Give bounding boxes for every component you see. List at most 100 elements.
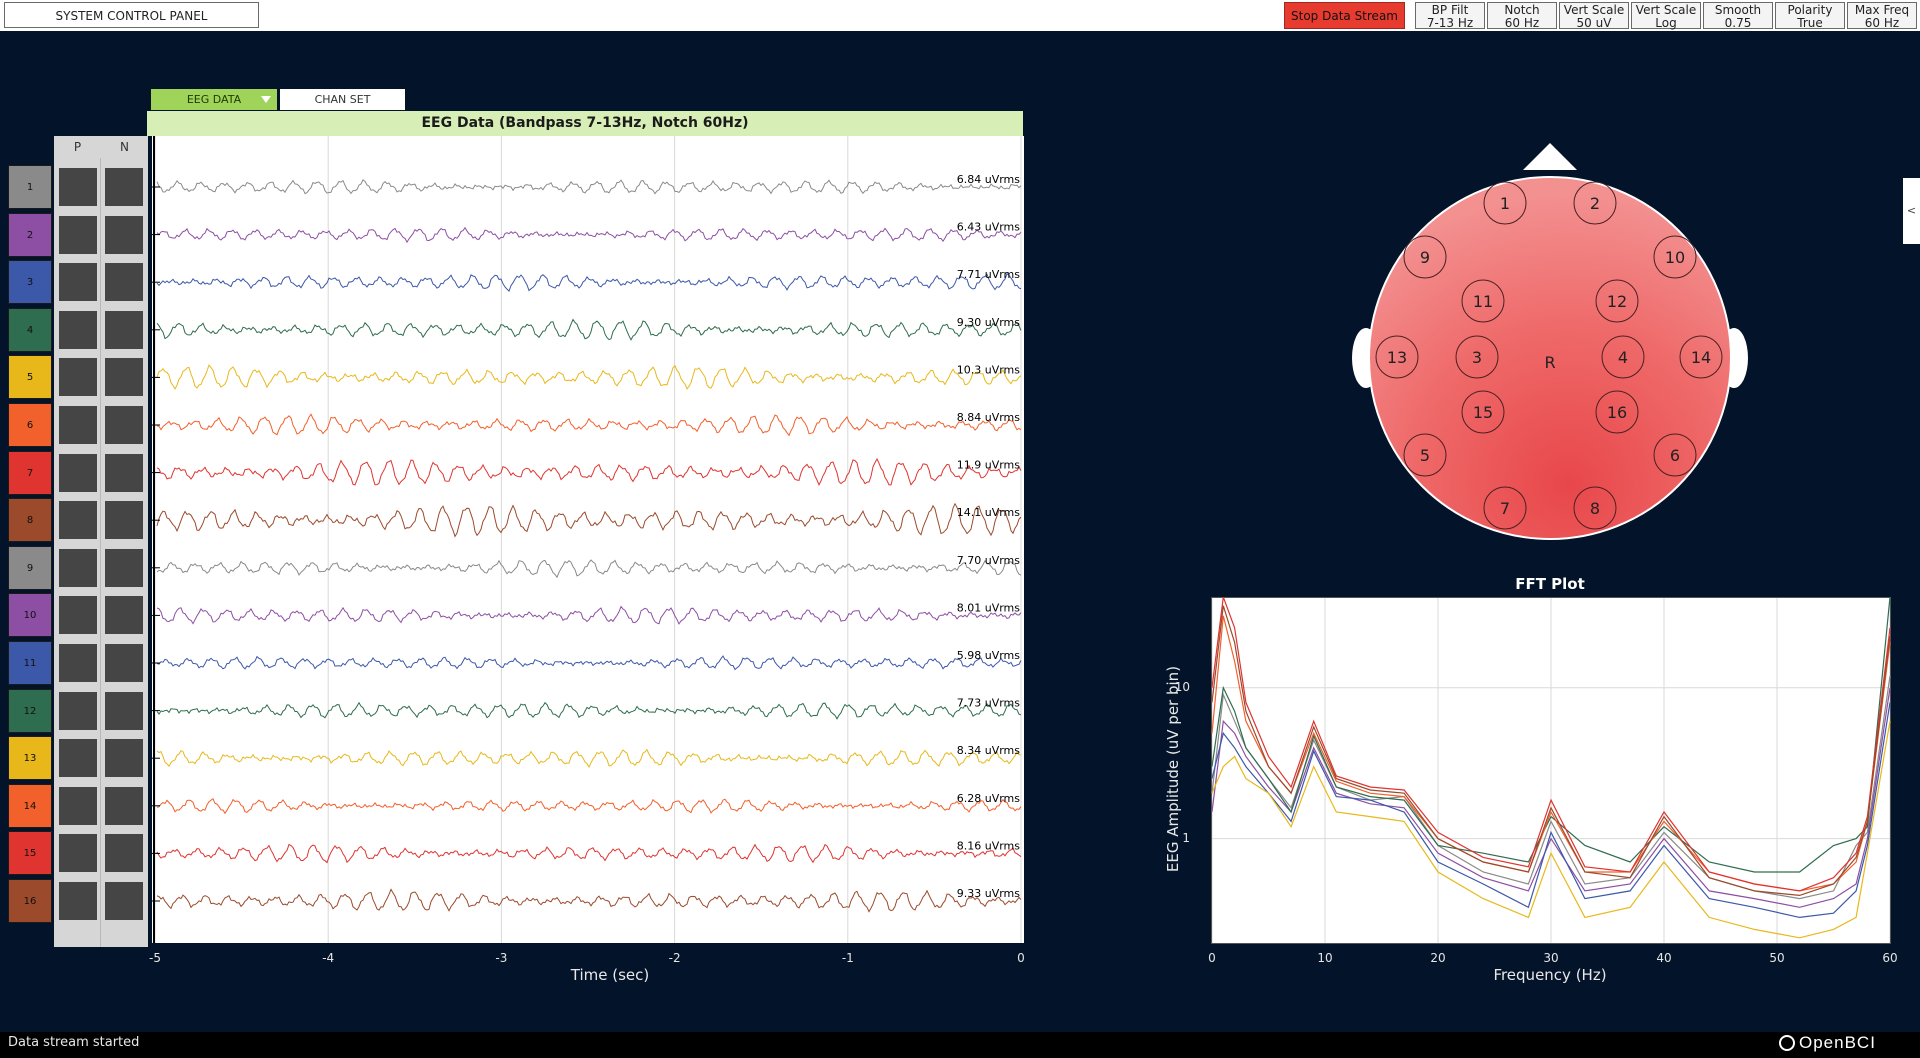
electrode-label-6: 6 [1670, 446, 1680, 465]
eeg-trace-2 [156, 226, 1022, 244]
fft-x-tick: 50 [1769, 951, 1785, 965]
channel-button-2[interactable]: 2 [8, 212, 52, 257]
n-toggle-9[interactable] [105, 548, 143, 587]
stop-data-stream-button[interactable]: Stop Data Stream [1284, 2, 1405, 29]
side-collapse-tab[interactable]: < [1903, 178, 1920, 244]
electrode-label-11: 11 [1473, 292, 1493, 311]
notch-button[interactable]: Notch 60 Hz [1487, 2, 1557, 30]
channel-button-14[interactable]: 14 [8, 783, 52, 828]
max-freq-value: 60 Hz [1864, 16, 1900, 30]
eeg-trace-1 [156, 179, 1022, 195]
p-toggle-13[interactable] [59, 739, 97, 778]
fft-y-axis-title: EEG Amplitude (uV per bin) [1164, 665, 1182, 873]
p-toggle-16[interactable] [59, 882, 97, 920]
eeg-trace-11 [156, 655, 1022, 671]
p-toggle-10[interactable] [59, 596, 97, 635]
p-toggle-8[interactable] [59, 501, 97, 540]
channel-button-6[interactable]: 6 [8, 403, 52, 447]
eeg-x-tick: -2 [668, 951, 681, 965]
electrode-16 [1595, 390, 1639, 434]
p-column-header: P [73, 140, 82, 154]
n-toggle-14[interactable] [105, 786, 143, 825]
max-freq-button[interactable]: Max Freq 60 Hz [1847, 2, 1917, 30]
fft-series-7 [1211, 605, 1891, 897]
bp-filter-button[interactable]: BP Filt 7-13 Hz [1415, 2, 1485, 30]
p-toggle-5[interactable] [59, 358, 97, 397]
vert-scale-log-button[interactable]: Vert Scale Log [1631, 2, 1701, 30]
electrode-label-10: 10 [1665, 248, 1685, 267]
vert-scale-log-value: Log [1655, 16, 1677, 30]
channel-button-12[interactable]: 12 [8, 688, 52, 733]
p-toggle-4[interactable] [59, 310, 97, 349]
p-toggle-9[interactable] [59, 548, 97, 587]
status-message: Data stream started [8, 1035, 140, 1050]
p-toggle-11[interactable] [59, 644, 97, 682]
electrode-label-2: 2 [1590, 194, 1600, 213]
rms-label-15: 8.16 uVrms [957, 839, 1021, 852]
polarity-button[interactable]: Polarity True [1775, 2, 1845, 30]
n-toggle-4[interactable] [105, 310, 143, 349]
p-toggle-7[interactable] [59, 453, 97, 492]
electrode-label-5: 5 [1420, 446, 1430, 465]
eeg-trace-14 [156, 797, 1022, 815]
p-toggle-15[interactable] [59, 834, 97, 873]
channel-button-1[interactable]: 1 [8, 165, 52, 209]
n-toggle-15[interactable] [105, 834, 143, 873]
n-toggle-8[interactable] [105, 501, 143, 540]
rms-label-3: 7.71 uVrms [957, 268, 1021, 281]
notch-title: Notch [1504, 3, 1540, 17]
eeg-x-axis-title: Time (sec) [570, 966, 650, 984]
n-toggle-7[interactable] [105, 453, 143, 492]
electrode-label-13: 13 [1387, 348, 1407, 367]
p-toggle-14[interactable] [59, 786, 97, 825]
n-toggle-5[interactable] [105, 358, 143, 397]
fft-x-axis-title: Frequency (Hz) [1493, 966, 1607, 984]
channel-button-11[interactable]: 11 [8, 641, 52, 685]
channel-button-13[interactable]: 13 [8, 736, 52, 781]
vert-scale-button[interactable]: Vert Scale 50 uV [1559, 2, 1629, 30]
n-toggle-13[interactable] [105, 739, 143, 778]
p-toggle-3[interactable] [59, 263, 97, 302]
rms-label-14: 6.28 uVrms [957, 792, 1021, 805]
status-bar [0, 1032, 1920, 1058]
p-toggle-12[interactable] [59, 691, 97, 730]
channel-button-16[interactable]: 16 [8, 879, 52, 923]
channel-button-4[interactable]: 4 [8, 307, 52, 352]
channel-button-15[interactable]: 15 [8, 831, 52, 876]
rms-label-4: 9.30 uVrms [957, 316, 1021, 329]
n-toggle-10[interactable] [105, 596, 143, 635]
rms-label-8: 14.1 uVrms [957, 506, 1021, 519]
p-toggle-1[interactable] [59, 168, 97, 206]
eeg-trace-3 [156, 272, 1022, 293]
n-toggle-11[interactable] [105, 644, 143, 682]
rms-label-5: 10.3 uVrms [957, 363, 1021, 376]
p-toggle-6[interactable] [59, 406, 97, 444]
n-toggle-12[interactable] [105, 691, 143, 730]
n-toggle-3[interactable] [105, 263, 143, 302]
rms-label-2: 6.43 uVrms [957, 221, 1021, 234]
electrode-13 [1375, 335, 1419, 379]
rms-label-11: 5.98 uVrms [957, 649, 1021, 662]
tab-eeg-data[interactable]: EEG DATA [151, 89, 277, 110]
channel-button-3[interactable]: 3 [8, 260, 52, 305]
eeg-traces-svg: 6.84 uVrms 6.43 uVrms 7.71 uVrms 9.30 uVrms… [152, 136, 1022, 943]
polarity-title: Polarity [1787, 3, 1833, 17]
channel-button-9[interactable]: 9 [8, 545, 52, 590]
electrode-label-9: 9 [1420, 248, 1430, 267]
smooth-button[interactable]: Smooth 0.75 [1703, 2, 1773, 30]
channel-button-5[interactable]: 5 [8, 355, 52, 400]
tab-chan-set[interactable]: CHAN SET [280, 89, 405, 110]
eeg-trace-12 [156, 701, 1022, 720]
openbci-logo-icon [1779, 1035, 1795, 1051]
system-control-panel-button[interactable]: SYSTEM CONTROL PANEL [4, 2, 259, 28]
channel-button-10[interactable]: 10 [8, 593, 52, 638]
p-toggle-2[interactable] [59, 215, 97, 254]
n-toggle-6[interactable] [105, 406, 143, 444]
n-toggle-2[interactable] [105, 215, 143, 254]
n-toggle-1[interactable] [105, 168, 143, 206]
electrode-5 [1403, 433, 1447, 477]
channel-button-7[interactable]: 7 [8, 450, 52, 495]
channel-button-8[interactable]: 8 [8, 498, 52, 543]
fft-y-tick: 1 [1182, 830, 1190, 845]
n-toggle-16[interactable] [105, 882, 143, 920]
